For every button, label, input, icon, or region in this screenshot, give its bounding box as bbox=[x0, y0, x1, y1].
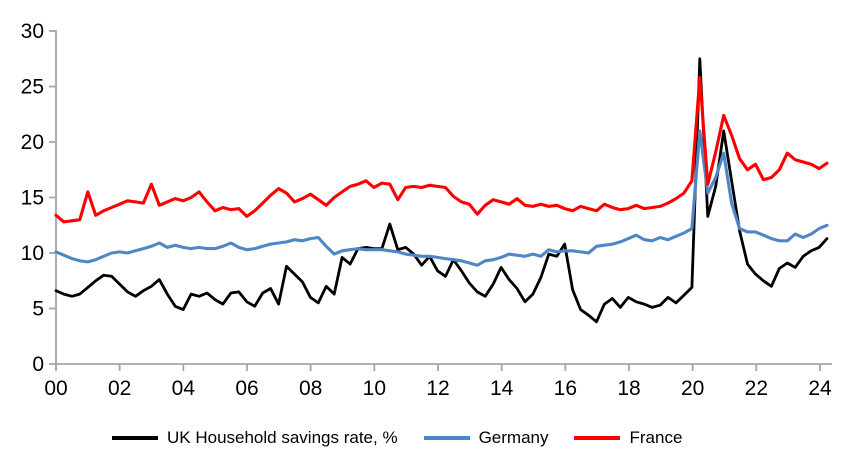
x-tick-label: 14 bbox=[490, 377, 514, 400]
x-tick-label: 00 bbox=[44, 377, 67, 400]
legend-item-uk-household-savings-rate: UK Household savings rate, % bbox=[112, 428, 398, 448]
legend-label-uk-household-savings-rate: UK Household savings rate, % bbox=[167, 428, 398, 447]
series-line-france bbox=[54, 76, 829, 224]
x-tick-label: 10 bbox=[363, 377, 386, 400]
x-tick-label: 02 bbox=[108, 377, 131, 400]
y-tick-label: 20 bbox=[21, 131, 44, 154]
x-tick-label: 18 bbox=[617, 377, 640, 400]
legend-item-germany: Germany bbox=[423, 428, 549, 448]
y-tick-label: 15 bbox=[21, 187, 44, 210]
x-tick-label: 22 bbox=[745, 377, 768, 400]
legend-swatch-france bbox=[574, 436, 621, 440]
series-line-germany bbox=[54, 129, 829, 267]
chart-legend: UK Household savings rate, % Germany Franc… bbox=[112, 426, 682, 450]
x-tick-label: 04 bbox=[172, 377, 196, 400]
y-tick-label: 5 bbox=[32, 298, 44, 321]
axis-lines bbox=[55, 30, 832, 371]
y-tick-label: 10 bbox=[21, 242, 44, 265]
x-tick-label: 24 bbox=[808, 377, 832, 400]
x-tick-label: 12 bbox=[426, 377, 449, 400]
series-line-uk-household-savings-rate bbox=[54, 57, 829, 324]
legend-label-germany: Germany bbox=[478, 428, 549, 447]
legend-swatch-germany bbox=[423, 436, 470, 440]
legend-label-france: France bbox=[629, 428, 683, 447]
x-tick-label: 16 bbox=[554, 377, 577, 400]
y-tick-label: 0 bbox=[32, 353, 44, 376]
y-tick-label: 25 bbox=[21, 76, 44, 99]
x-tick-label: 20 bbox=[681, 377, 704, 400]
y-tick-label: 30 bbox=[21, 20, 44, 43]
legend-item-france: France bbox=[574, 428, 682, 448]
legend-swatch-uk-household-savings-rate bbox=[112, 436, 158, 440]
x-tick-label: 06 bbox=[235, 377, 258, 400]
x-tick-label: 08 bbox=[299, 377, 322, 400]
